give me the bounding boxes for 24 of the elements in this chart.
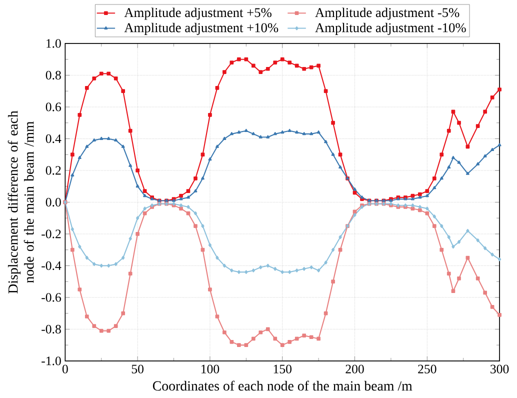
- x-tick-label: 150: [274, 364, 292, 374]
- x-tick-label: 50: [132, 364, 144, 374]
- x-tick-label: 250: [418, 364, 436, 374]
- y-tick-label: -0.4: [42, 261, 62, 270]
- x-tick-label: 300: [490, 364, 509, 374]
- y-tick-label: -0.8: [42, 324, 61, 334]
- x-tick-label: 0: [62, 364, 68, 374]
- legend-label: Amplitude adjustment -5%: [315, 7, 460, 20]
- legend-label: Amplitude adjustment -10%: [315, 22, 466, 35]
- x-tick-label: 200: [346, 364, 364, 374]
- x-tick-label: 100: [201, 364, 220, 374]
- y-tick-label: 0.4: [46, 134, 62, 143]
- y-axis-title: Displacement difference of each node of the main beam /mm: [8, 110, 34, 294]
- y-tick-label: 0.0: [46, 198, 61, 206]
- y-tick-label: -1.0: [42, 356, 61, 366]
- y-tick-label: 1.0: [46, 38, 61, 48]
- y-tick-label: -0.6: [42, 292, 62, 302]
- y-tick-label: -0.2: [42, 229, 61, 238]
- y-tick-label: 0.6: [46, 102, 62, 112]
- y-tick-label: 0.8: [46, 70, 61, 80]
- legend-label: Amplitude adjustment +10%: [124, 22, 278, 35]
- x-axis-title: Coordinates of each node of the main beam /m: [152, 380, 412, 390]
- y-tick-label: 0.2: [46, 166, 61, 175]
- legend-label: Amplitude adjustment +5%: [124, 7, 272, 20]
